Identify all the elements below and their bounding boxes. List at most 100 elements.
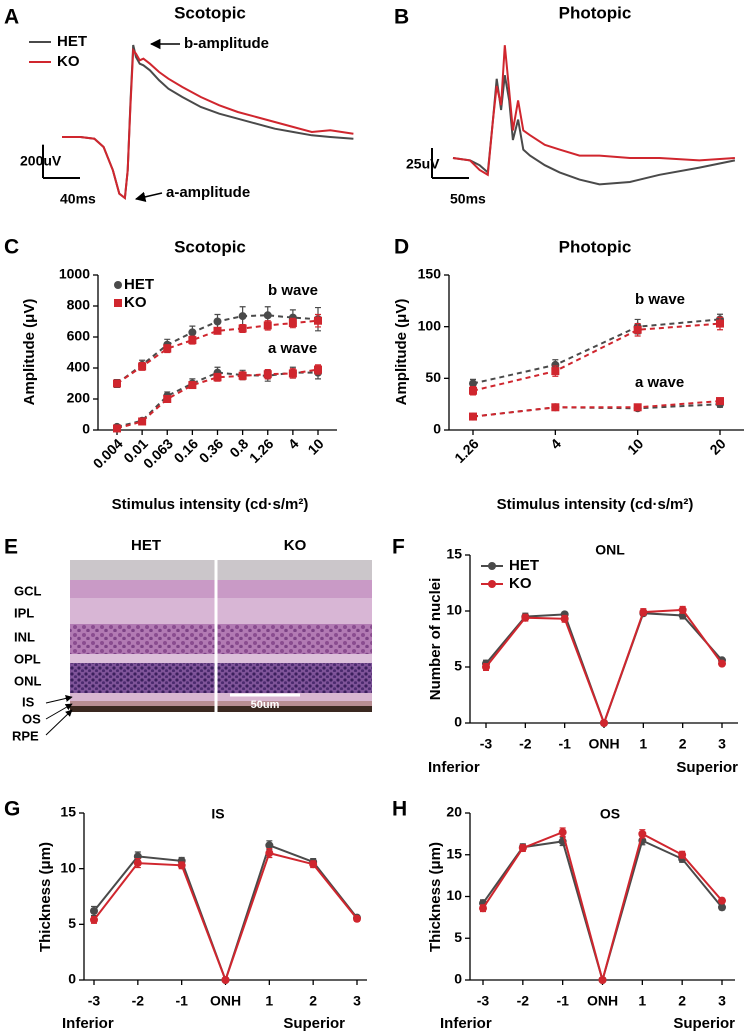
panel-letter: C [4,236,19,259]
column-label: KO [284,537,307,554]
layer-label: IS [22,694,35,709]
histology-panel: E HET KO 50um GCL IPL INL OPL ONL IS OS [4,536,372,743]
annotation: a-amplitude [166,184,250,201]
annotation: Superior [283,1015,345,1032]
y-tick-label: 15 [446,546,462,562]
trace [62,47,354,200]
series-line [485,608,723,726]
y-tick-label: 5 [68,915,76,931]
chart-title: OS [600,806,620,822]
series-line [482,839,723,984]
marker [598,976,607,984]
marker [309,860,318,869]
panel-letter: A [4,6,19,29]
layer-label: ONL [14,673,42,688]
series-line [93,851,358,983]
chart-title: Photopic [559,3,632,22]
chart-title: Scotopic [174,237,246,256]
y-tick-label: 800 [67,297,91,313]
series-line [472,400,721,418]
x-tick-label: 1 [638,993,646,1009]
marker [639,608,648,617]
legend-marker [488,562,496,570]
annotation: b wave [635,291,685,308]
y-tick-label: 0 [68,971,76,987]
marker [90,915,98,924]
y-tick-label: 1000 [59,266,90,282]
marker [133,859,142,868]
x-tick-label: 1 [265,993,273,1009]
trace [62,44,354,200]
y-axis-label: Amplitude (μV) [393,299,410,406]
chart-title: Scotopic [174,3,246,22]
scale-bar-label: 40ms [60,191,96,207]
scale-bar-label: 50ms [450,191,486,207]
x-axis-label: Stimulus intensity (cd·s/m²) [497,496,694,513]
layer-arrow [45,695,73,704]
marker [188,328,197,337]
marker [265,841,274,850]
series-line [482,830,723,984]
annotation: b-amplitude [184,35,269,52]
annotation-arrow [134,191,163,202]
y-axis-label: Amplitude (μV) [21,299,38,406]
x-tick-label: -3 [477,993,490,1009]
marker [633,325,642,334]
y-tick-label: 5 [454,929,462,945]
panel-letter: H [392,798,407,821]
layer-label: OS [22,711,41,726]
marker [263,321,272,330]
marker [482,663,490,671]
marker [716,397,724,406]
marker [213,326,222,335]
marker [90,906,98,915]
marker [469,386,477,395]
x-tick-label: 0.16 [171,435,202,466]
marker [163,344,172,353]
marker [551,360,560,369]
y-tick-label: 15 [60,804,76,820]
panel-letter: D [394,236,409,259]
x-tick-label: -3 [480,736,493,752]
marker [213,373,222,382]
series-line [472,403,721,418]
marker [188,336,197,345]
x-tick-label: -2 [517,993,530,1009]
marker [479,904,487,913]
marker [551,403,560,412]
legend-label: HET [509,557,539,574]
x-tick-label: 1 [639,736,647,752]
legend-label: KO [57,53,80,70]
marker [221,976,230,984]
chart-title: Photopic [559,237,632,256]
legend-marker [488,580,496,588]
marker [263,311,272,320]
marker [558,828,567,837]
annotation: Superior [676,759,738,776]
panel-letter: E [4,536,18,559]
x-tick-label: 3 [718,736,726,752]
series-line [485,612,723,726]
y-tick-label: 600 [67,328,91,344]
marker [600,719,608,727]
y-tick-label: 10 [60,859,76,875]
marker [560,614,569,623]
marker [238,371,247,380]
y-tick-label: 0 [454,971,462,987]
layer-label: INL [14,629,35,644]
annotation: Inferior [62,1015,114,1032]
annotation: Superior [673,1015,735,1032]
x-tick-label: ONH [588,736,619,752]
marker [265,849,274,858]
y-tick-label: 400 [67,359,91,375]
y-tick-label: 20 [446,804,462,820]
series-line [472,318,721,385]
x-tick-label: 10 [624,435,646,457]
marker [288,369,297,378]
y-tick-label: 0 [82,421,90,437]
series-line [116,368,319,430]
scale-bar-label: 25uV [406,156,440,172]
marker [353,914,361,923]
y-tick-label: 10 [446,887,462,903]
